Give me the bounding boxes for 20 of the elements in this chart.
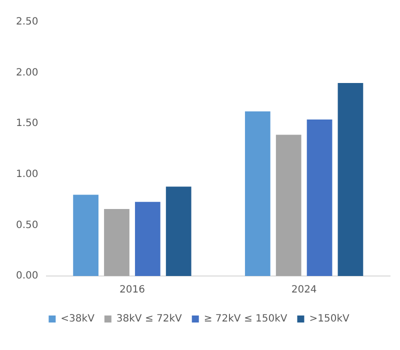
legend-label: <38kV [60, 314, 95, 325]
bar [244, 111, 270, 276]
y-tick-label: 1.50 [16, 118, 38, 130]
bar [338, 82, 364, 276]
bar [276, 134, 302, 276]
legend-label: ≥ 72kV ≤ 150kV [204, 314, 288, 325]
bar [104, 208, 130, 276]
y-tick-label: 0.50 [16, 220, 38, 231]
legend-label: >150kV [309, 314, 350, 325]
x-tick-label: 2024 [291, 284, 317, 296]
legend-label: 38kV ≤ 72kV [116, 314, 182, 325]
y-tick-label: 2.00 [16, 67, 38, 78]
y-tick-label: 1.00 [16, 168, 38, 180]
bar [306, 120, 332, 276]
y-tick-label: 2.50 [16, 16, 38, 28]
y-tick-label: 0.00 [16, 270, 38, 282]
bar [73, 194, 98, 276]
x-tick-label: 2016 [119, 284, 145, 296]
bar [134, 202, 160, 276]
bar [166, 186, 192, 276]
